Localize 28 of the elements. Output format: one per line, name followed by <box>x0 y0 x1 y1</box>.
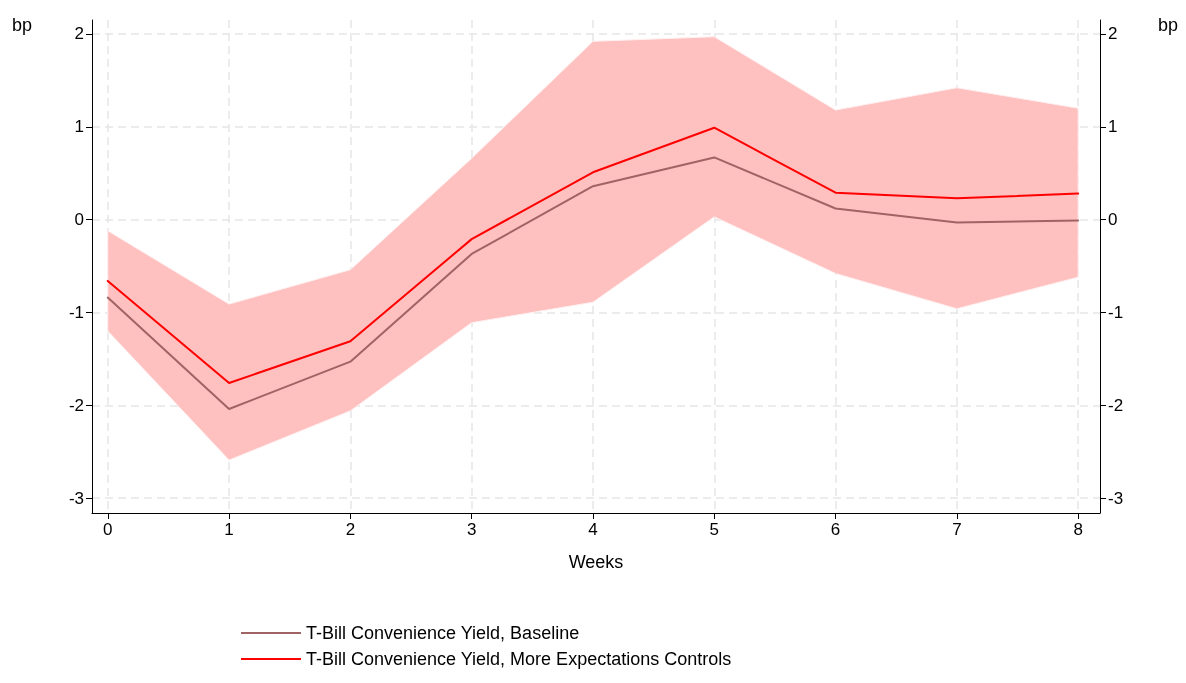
x-axis-title: Weeks <box>568 552 624 572</box>
y-tick-label: -3 <box>68 488 84 508</box>
y-axis-title: bp <box>12 15 33 35</box>
x-tick-label: 3 <box>466 520 477 539</box>
y-tick-label: -1 <box>68 302 84 322</box>
x-tick-label: 1 <box>224 520 234 539</box>
x-tick-label: 5 <box>709 520 719 539</box>
y2-tick-label: 1 <box>1108 117 1118 137</box>
x-tick-label: 6 <box>830 520 841 539</box>
x-tick-label: 2 <box>345 520 356 539</box>
y2-tick-label: -3 <box>1108 488 1124 508</box>
legend-label: T-Bill Convenience Yield, More Expectations Controls <box>306 649 732 669</box>
y-tick-label: -2 <box>68 395 84 415</box>
line-series <box>106 156 1080 411</box>
y-tick-label: 0 <box>74 210 84 230</box>
y2-axis-title: bp <box>1157 15 1179 35</box>
y2-tick-label: 2 <box>1108 24 1118 44</box>
y2-tick-label: 0 <box>1108 210 1118 230</box>
legend-label: T-Bill Convenience Yield, Baseline <box>306 623 580 643</box>
x-tick-label: 8 <box>1073 520 1083 539</box>
y-tick-label: 2 <box>74 24 84 44</box>
y2-tick-label: -2 <box>1108 395 1124 415</box>
x-tick-label: 0 <box>103 520 113 539</box>
y-tick-label: 1 <box>74 117 84 137</box>
y2-tick-label: -1 <box>1108 302 1124 322</box>
line-series <box>106 126 1080 385</box>
x-tick-label: 7 <box>952 520 962 539</box>
x-tick-label: 4 <box>588 520 598 539</box>
